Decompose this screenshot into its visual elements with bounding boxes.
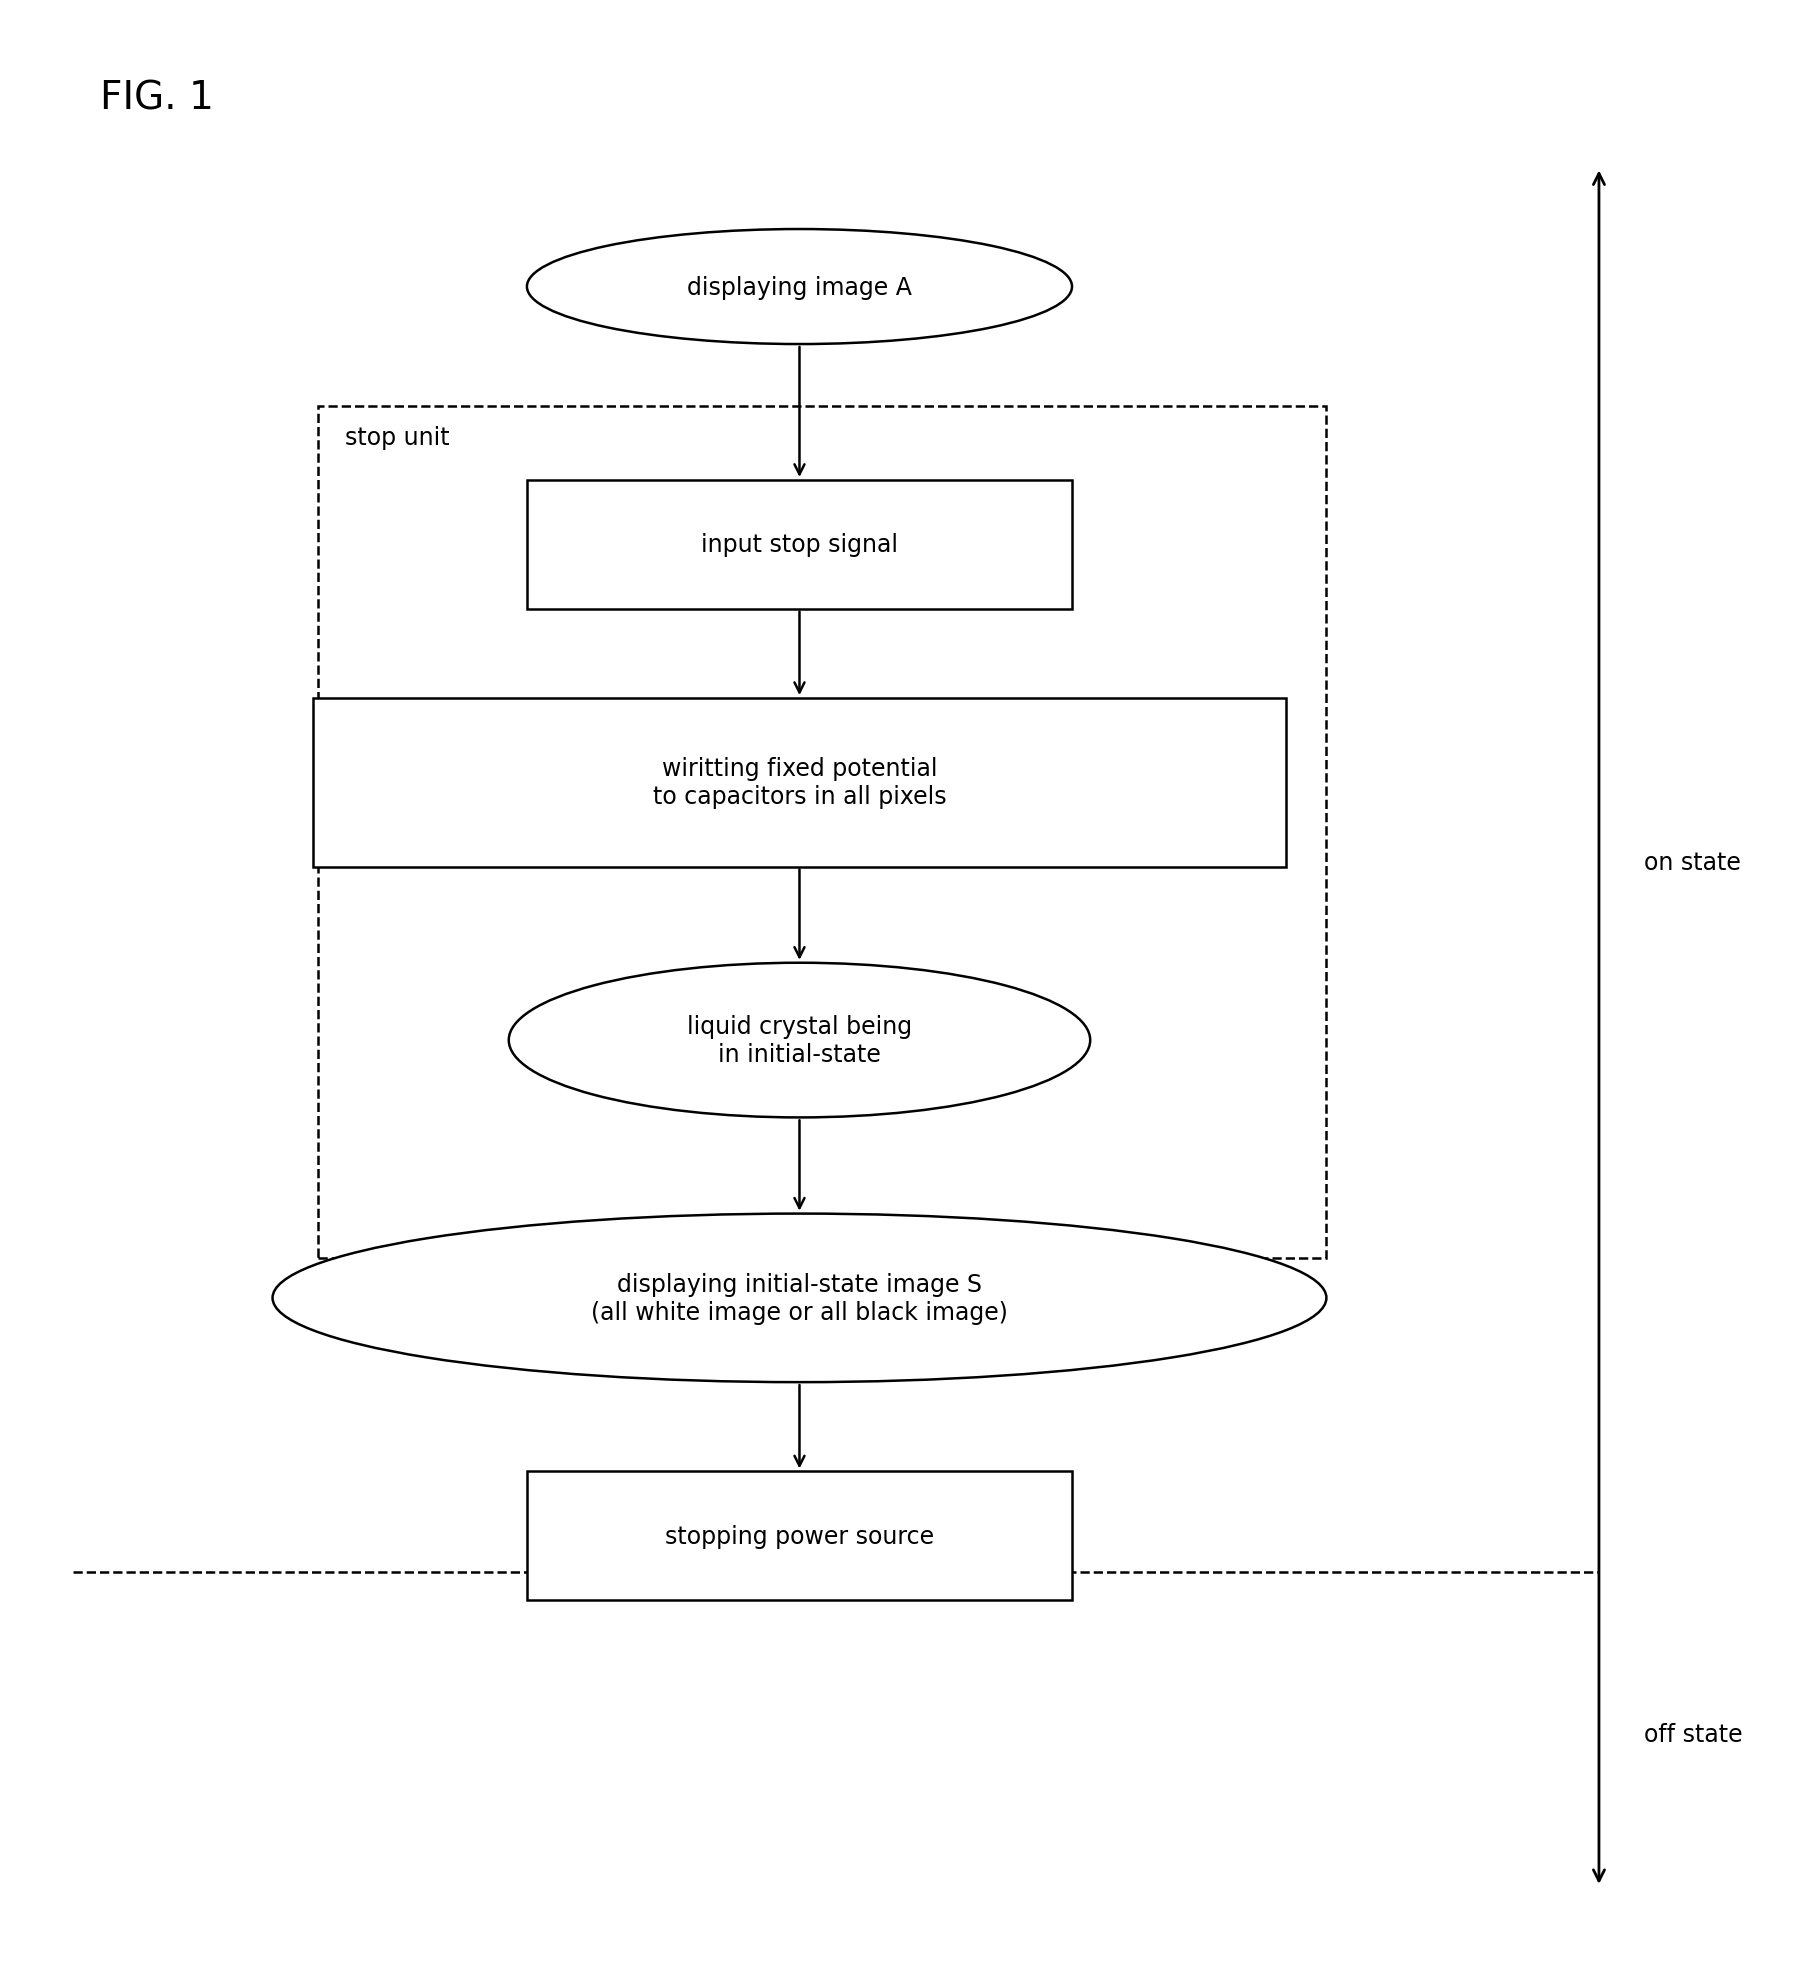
Text: stop unit: stop unit [345,426,451,450]
FancyBboxPatch shape [527,480,1072,610]
Ellipse shape [273,1213,1326,1383]
Text: liquid crystal being
in initial-state: liquid crystal being in initial-state [687,1015,912,1066]
Text: displaying initial-state image S
(all white image or all black image): displaying initial-state image S (all wh… [591,1272,1008,1324]
Text: input stop signal: input stop signal [701,533,898,557]
Text: wiritting fixed potential
to capacitors in all pixels: wiritting fixed potential to capacitors … [652,757,947,809]
Ellipse shape [509,963,1090,1118]
Text: FIG. 1: FIG. 1 [100,79,214,117]
Text: displaying image A: displaying image A [687,275,912,299]
FancyBboxPatch shape [313,700,1286,868]
Text: stopping power source: stopping power source [665,1524,934,1548]
Text: off state: off state [1644,1722,1743,1746]
FancyBboxPatch shape [527,1471,1072,1601]
Text: on state: on state [1644,850,1741,874]
Ellipse shape [527,230,1072,345]
